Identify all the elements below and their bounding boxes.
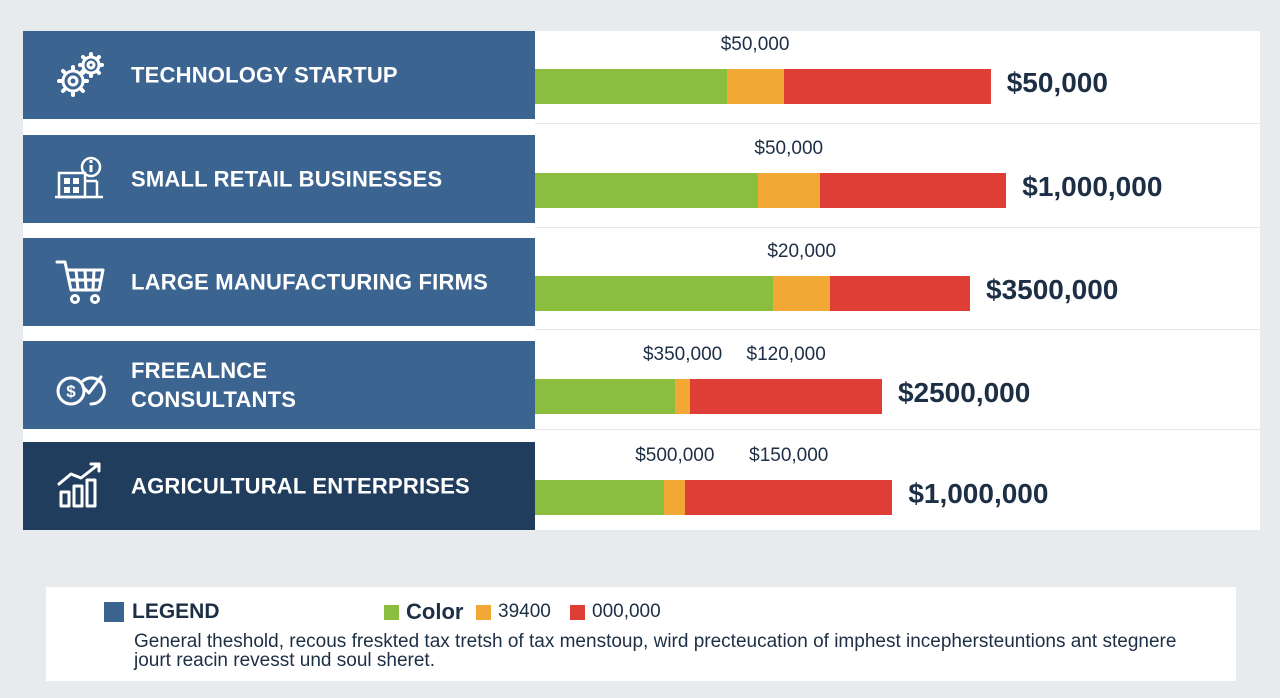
total-value-label: $50,000 (1006, 67, 1108, 98)
category-label-box: AGRICULTURAL ENTERPRISES (23, 442, 535, 530)
chart-panel: TECHNOLOGY STARTUP $50,000 $50,000 (23, 31, 1260, 530)
total-value-label: $1,000,000 (1022, 171, 1163, 202)
category-label: TECHNOLOGY STARTUP (131, 62, 398, 88)
segment-value-label: $120,000 (746, 344, 826, 365)
total-value-label: $3500,000 (986, 274, 1119, 305)
chart-row: AGRICULTURAL ENTERPRISES $500,000 $150,00… (23, 442, 1260, 530)
growth-chart-icon (57, 462, 101, 508)
bar-track: $50,000 $1,000,000 (535, 135, 1260, 223)
bar-segment-orange (773, 276, 831, 311)
dollar-check-icon: $ (56, 375, 106, 406)
legend-swatch-title (104, 602, 124, 622)
legend: LEGEND Color 39400 000,000 General thesh… (46, 587, 1236, 681)
row-divider (535, 429, 1260, 430)
bar-segment-red (830, 276, 970, 311)
legend-label: Color (406, 599, 464, 624)
bar-segment-orange (674, 379, 691, 414)
bar-segment-green (535, 69, 727, 104)
bar-segment-red (819, 173, 1007, 208)
category-label-box: SMALL RETAIL BUSINESSES (23, 135, 535, 223)
bar-segment-red (685, 480, 893, 515)
legend-swatch-green (384, 605, 399, 620)
row-divider (535, 123, 1260, 124)
category-label-box: LARGE MANUFACTURING FIRMS (23, 238, 535, 326)
bar-segment-red (783, 69, 991, 104)
segment-value-label: $500,000 (635, 445, 715, 466)
bar-segment-orange (726, 69, 784, 104)
segment-value-label: $50,000 (754, 138, 824, 159)
chart-row: LARGE MANUFACTURING FIRMS $20,000 $3500,0… (23, 238, 1260, 326)
bar-segment-red (690, 379, 882, 414)
bar-segment-green (535, 379, 675, 414)
category-label: AGRICULTURAL ENTERPRISES (131, 473, 470, 499)
storefront-icon (55, 156, 103, 199)
bar-track: $350,000 $120,000 $2500,000 (535, 341, 1260, 429)
legend-label: 000,000 (592, 601, 661, 622)
row-divider (535, 329, 1260, 330)
gears-icon (57, 52, 104, 97)
segment-value-label: $150,000 (749, 445, 829, 466)
bar-track: $50,000 $50,000 (535, 31, 1260, 119)
legend-swatch-red (570, 605, 585, 620)
shopping-cart-icon (55, 260, 105, 304)
segment-value-label: $20,000 (767, 241, 837, 262)
chart-row: TECHNOLOGY STARTUP $50,000 $50,000 (23, 31, 1260, 119)
total-value-label: $2500,000 (897, 377, 1031, 408)
legend-swatch-orange (476, 605, 491, 620)
svg-text:$: $ (66, 382, 76, 401)
legend-note: General theshold, recous freskted tax tr… (134, 631, 1177, 671)
bar-track: $20,000 $3500,000 (535, 238, 1260, 326)
row-divider (535, 227, 1260, 228)
legend-label: 39400 (498, 601, 551, 622)
chart-row: $ FREEALNCE CONSULTANTS $350,000 $120,000… (23, 341, 1260, 429)
bar-segment-orange (757, 173, 820, 208)
chart-row: SMALL RETAIL BUSINESSES $50,000 $1,000,00… (23, 135, 1260, 223)
bar-segment-green (535, 480, 665, 515)
bar-segment-orange (664, 480, 686, 515)
total-value-label: $1,000,000 (908, 478, 1049, 509)
category-label: LARGE MANUFACTURING FIRMS (131, 269, 488, 295)
legend-title: LEGEND (132, 600, 220, 623)
bar-track: $500,000 $150,000 $1,000,000 (535, 442, 1260, 530)
category-label-box: TECHNOLOGY STARTUP (23, 31, 535, 119)
category-label-box: $ FREEALNCE CONSULTANTS (23, 341, 535, 429)
category-label: FREEALNCE CONSULTANTS (131, 358, 297, 412)
category-label: SMALL RETAIL BUSINESSES (131, 166, 443, 192)
bar-segment-green (535, 276, 774, 311)
bar-segment-green (535, 173, 758, 208)
segment-value-label: $350,000 (642, 344, 723, 365)
segment-value-label: $50,000 (720, 34, 790, 55)
